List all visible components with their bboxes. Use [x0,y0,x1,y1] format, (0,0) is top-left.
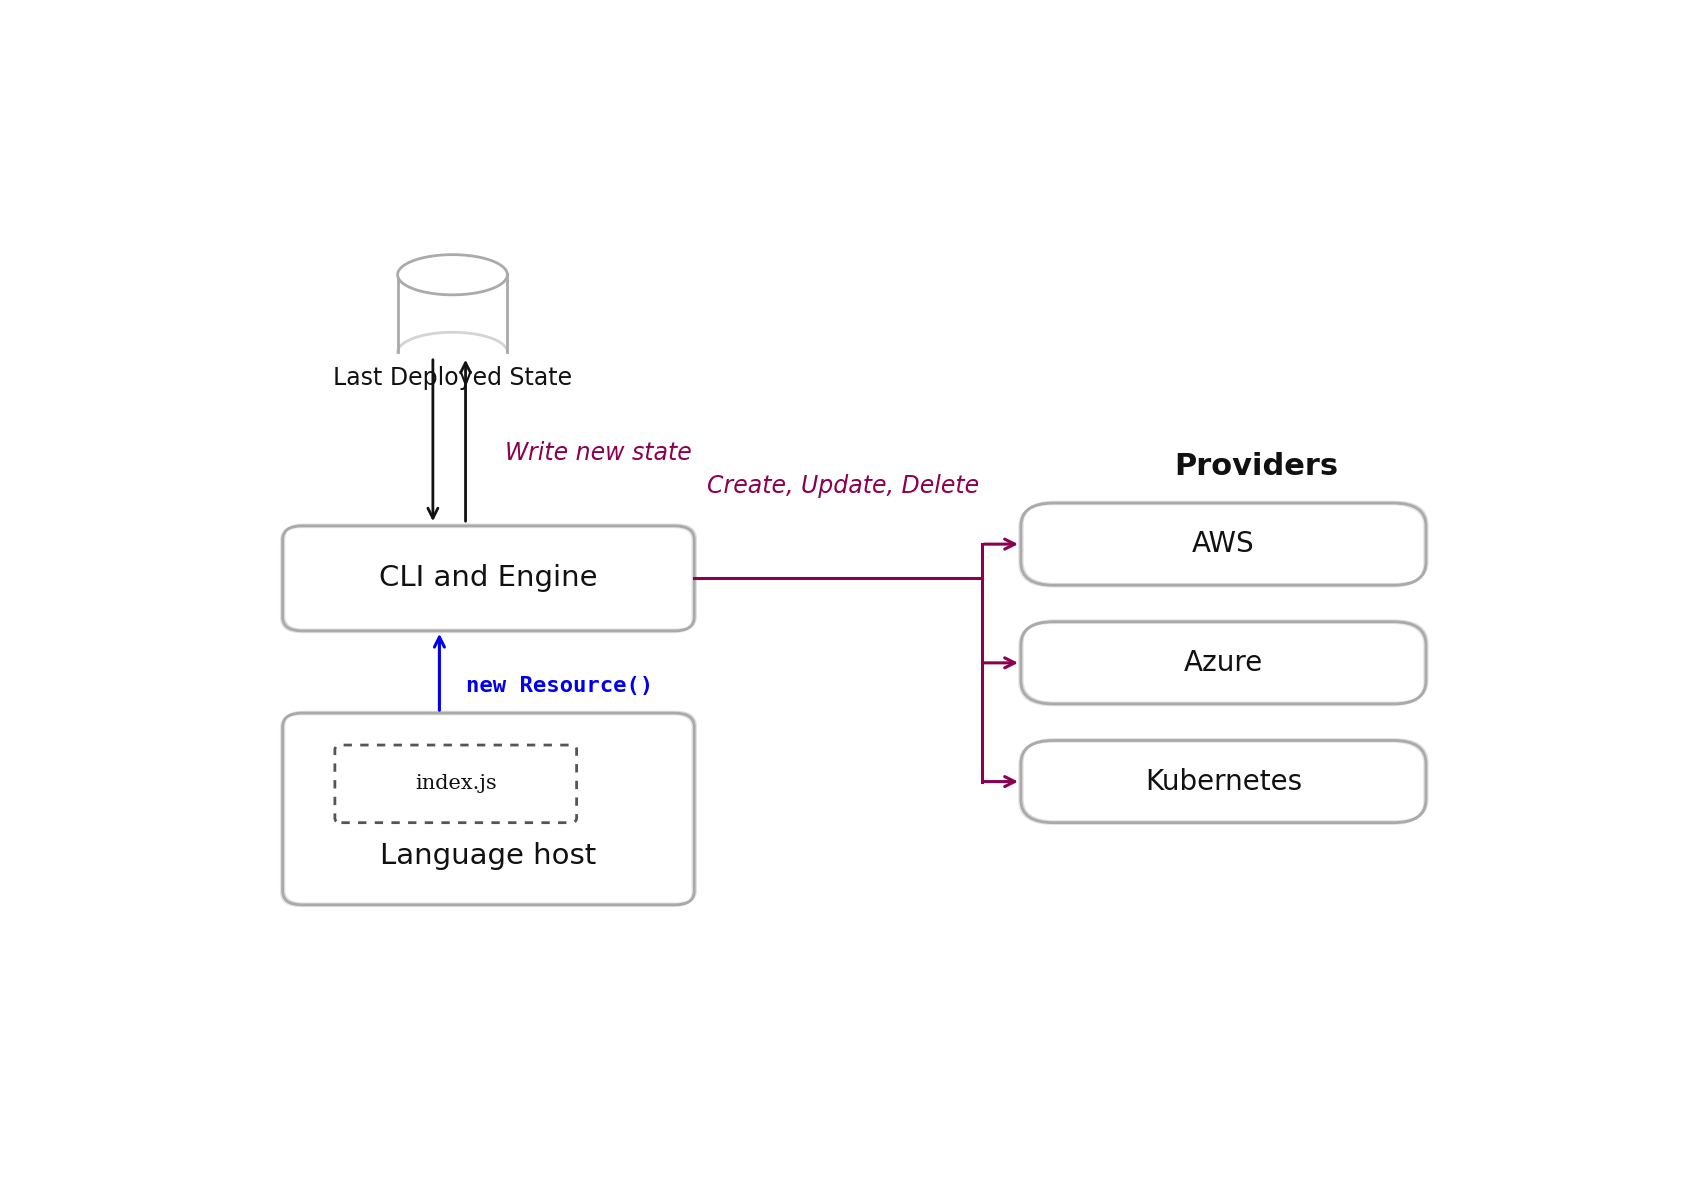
FancyBboxPatch shape [1022,503,1426,585]
Text: Providers: Providers [1173,452,1339,482]
Text: Write new state: Write new state [504,441,691,465]
FancyBboxPatch shape [283,525,695,631]
Text: AWS: AWS [1192,530,1254,559]
Text: Language host: Language host [381,842,597,871]
Text: new Resource(): new Resource() [465,676,652,696]
Polygon shape [398,275,507,352]
Text: Last Deployed State: Last Deployed State [332,366,572,390]
FancyBboxPatch shape [1022,740,1426,823]
FancyBboxPatch shape [283,713,695,905]
FancyBboxPatch shape [336,745,577,823]
Text: CLI and Engine: CLI and Engine [379,565,597,592]
Text: Azure: Azure [1184,649,1263,677]
FancyBboxPatch shape [1022,621,1426,704]
Polygon shape [398,255,507,295]
Text: index.js: index.js [415,774,497,793]
Text: Create, Update, Delete: Create, Update, Delete [708,474,980,498]
Text: Kubernetes: Kubernetes [1145,767,1302,796]
